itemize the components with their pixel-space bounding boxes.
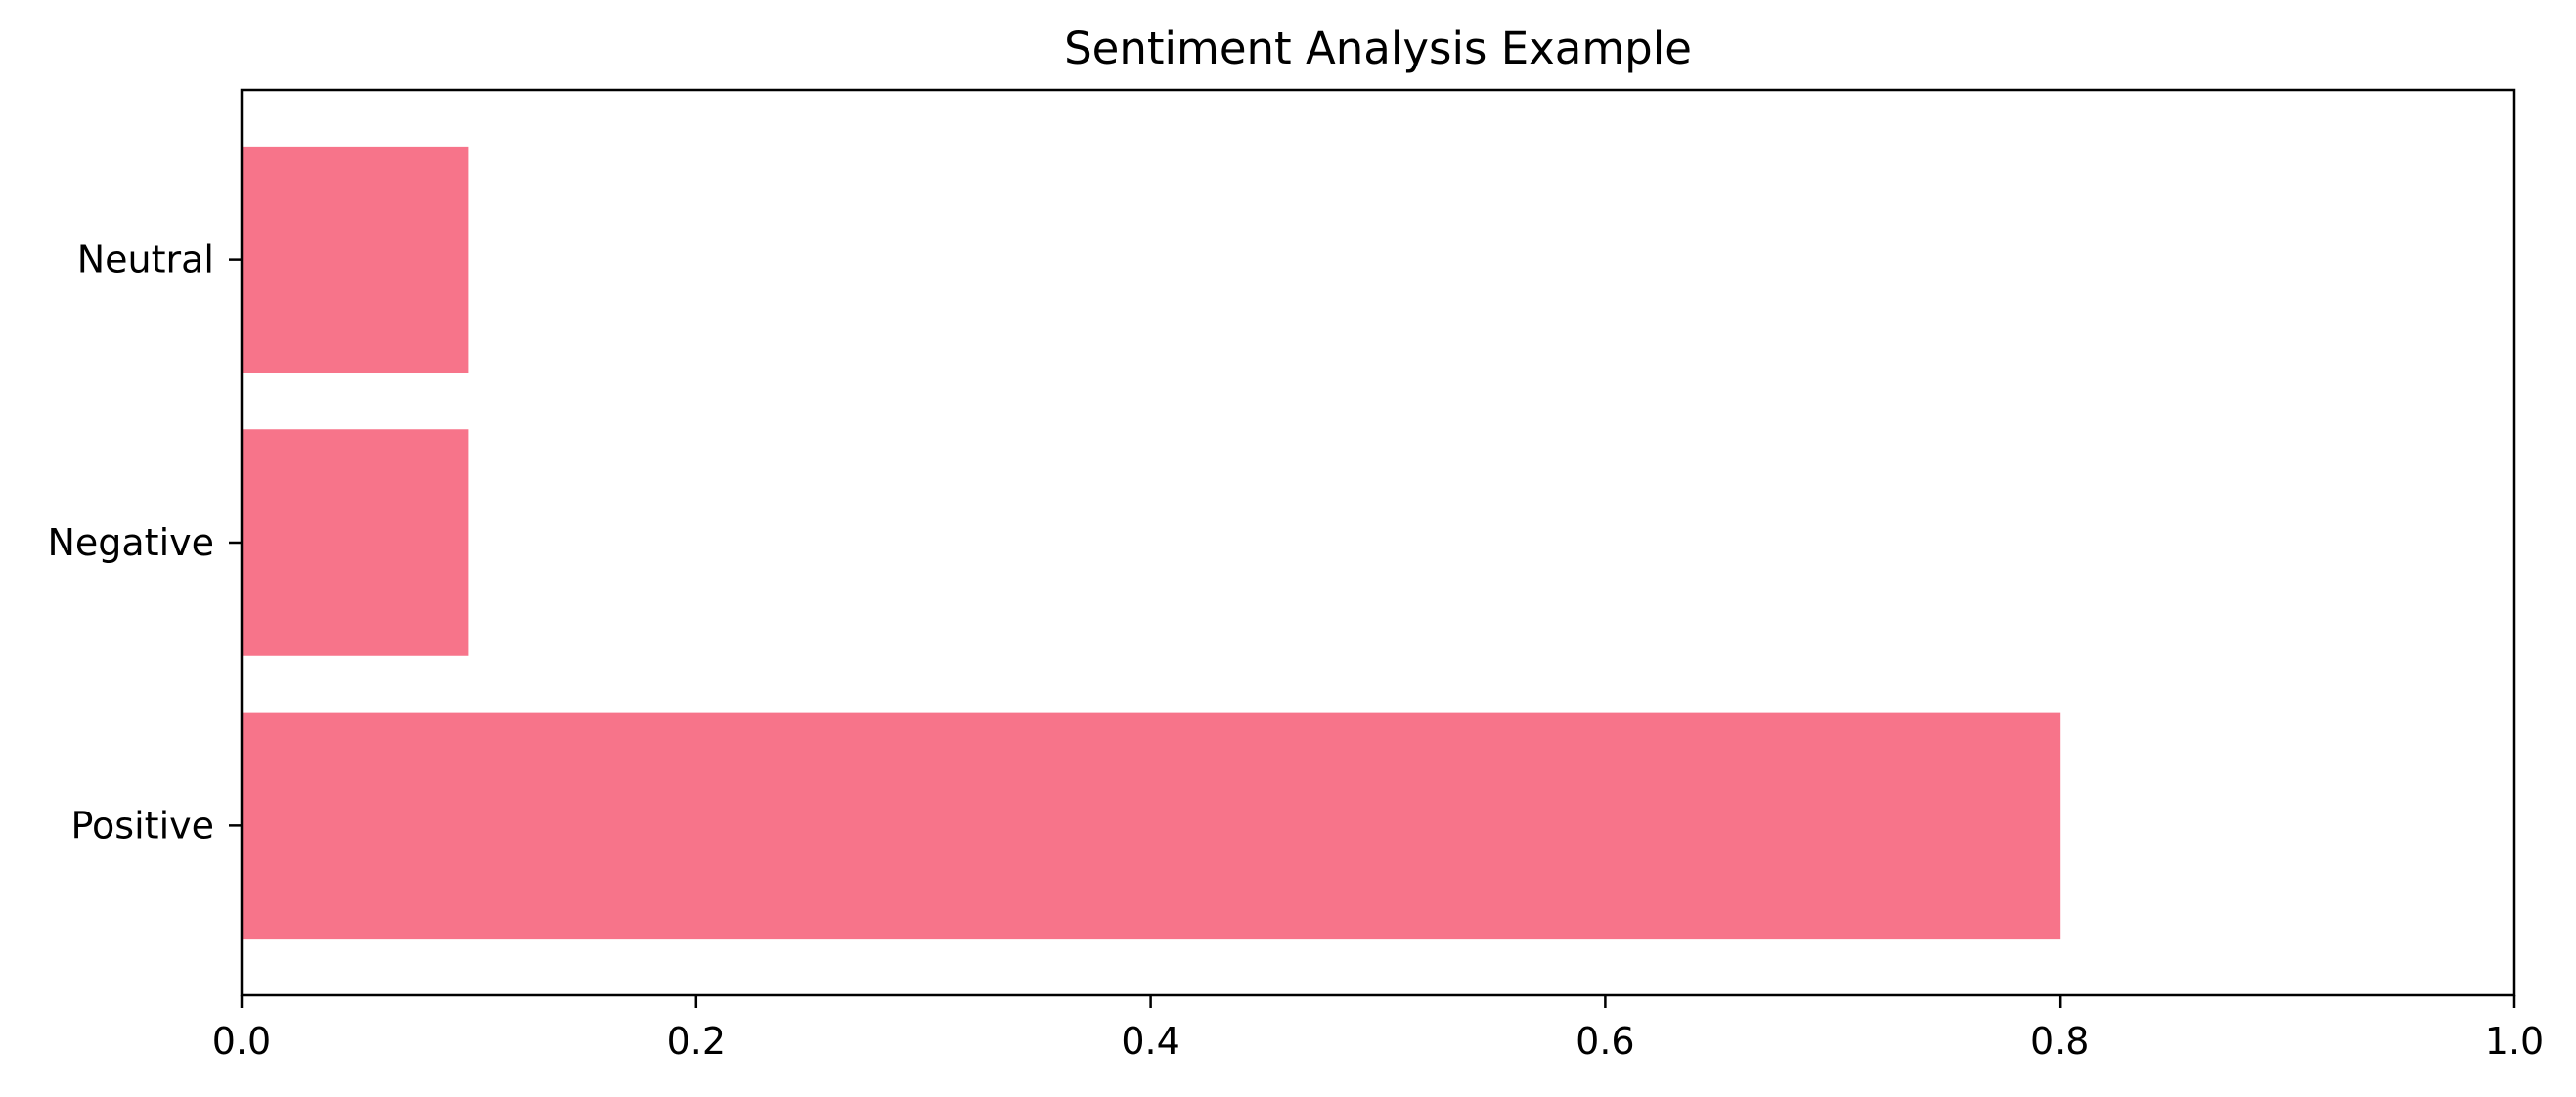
y-axis-ticks: Positive Negative Neutral	[47, 239, 242, 847]
bar-neutral	[242, 146, 469, 373]
x-tick-label: 0.6	[1576, 1020, 1634, 1063]
plot-frame	[240, 88, 2516, 997]
x-tick-label: 0.4	[1121, 1020, 1179, 1063]
y-tick-label-positive: Positive	[71, 804, 215, 847]
bars-group	[242, 146, 2061, 940]
x-tick-label: 0.2	[667, 1020, 726, 1063]
x-tick-label: 0.8	[2030, 1020, 2089, 1063]
bar-positive	[242, 712, 2061, 940]
x-tick-label: 1.0	[2485, 1020, 2544, 1063]
chart-title: Sentiment Analysis Example	[1064, 22, 1692, 74]
x-tick-label: 0.0	[212, 1020, 271, 1063]
y-tick-label-negative: Negative	[47, 521, 214, 564]
bar-negative	[242, 429, 469, 656]
y-tick-label-neutral: Neutral	[77, 239, 214, 282]
x-axis-ticks: 0.0 0.2 0.4 0.6 0.8 1.0	[212, 995, 2544, 1063]
